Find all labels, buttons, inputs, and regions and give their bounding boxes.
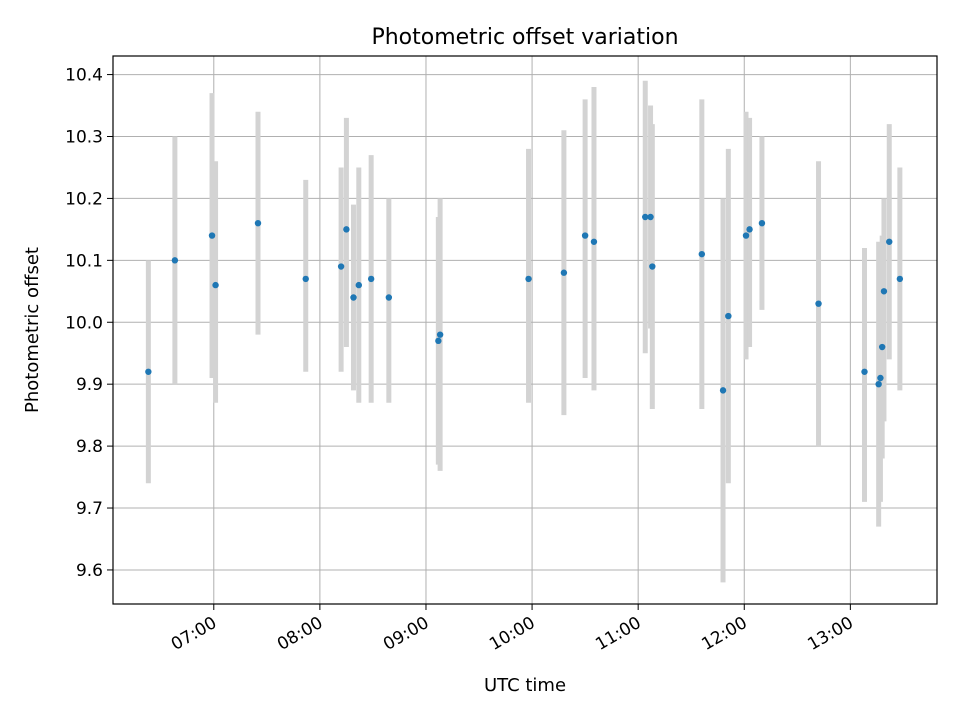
data-point <box>367 275 375 283</box>
data-point <box>302 275 309 283</box>
data-point <box>385 294 393 301</box>
data-point <box>698 250 706 258</box>
y-tick-label: 9.8 <box>76 437 103 457</box>
data-point <box>581 232 589 239</box>
data-point <box>878 343 886 351</box>
data-points <box>145 213 904 394</box>
data-point <box>725 312 732 320</box>
data-point <box>343 226 350 233</box>
data-point <box>875 380 882 388</box>
x-axis-label: UTC time <box>484 675 566 696</box>
data-point <box>355 281 362 289</box>
y-tick-label: 10.0 <box>65 313 103 333</box>
data-point <box>145 368 152 375</box>
data-point <box>560 269 568 276</box>
y-tick-label: 10.2 <box>65 189 103 209</box>
y-tick-label: 9.6 <box>76 561 103 581</box>
y-axis-ticks: 9.6 9.7 9.8 9.9 10.0 10.1 10.2 10.3 10.4 <box>65 66 113 581</box>
data-point <box>758 219 766 227</box>
plot-frame <box>112 55 938 605</box>
data-point <box>649 263 656 270</box>
y-axis-label: Photometric offset <box>22 247 43 413</box>
y-tick-label: 9.9 <box>76 375 103 395</box>
y-tick-label: 10.3 <box>65 127 103 147</box>
data-point <box>642 213 649 221</box>
data-point <box>212 281 219 289</box>
data-point <box>171 257 179 264</box>
data-point <box>880 288 888 295</box>
data-point <box>742 232 750 239</box>
data-point <box>746 226 753 233</box>
data-point <box>861 368 868 375</box>
y-tick-label: 10.4 <box>65 66 103 86</box>
data-point <box>435 337 442 345</box>
data-point <box>208 232 216 239</box>
data-point <box>436 331 444 338</box>
chart-title: Photometric offset variation <box>371 25 678 50</box>
data-point <box>719 387 727 394</box>
data-point <box>590 238 598 245</box>
data-point <box>896 275 904 283</box>
data-point <box>815 300 822 307</box>
data-point <box>525 275 532 283</box>
data-point <box>350 294 357 301</box>
y-tick-label: 10.1 <box>65 251 103 271</box>
data-point <box>886 238 893 245</box>
data-point <box>337 263 345 270</box>
data-point <box>647 213 654 221</box>
data-point <box>254 219 262 227</box>
data-point <box>877 374 884 382</box>
y-tick-label: 9.7 <box>76 499 103 519</box>
